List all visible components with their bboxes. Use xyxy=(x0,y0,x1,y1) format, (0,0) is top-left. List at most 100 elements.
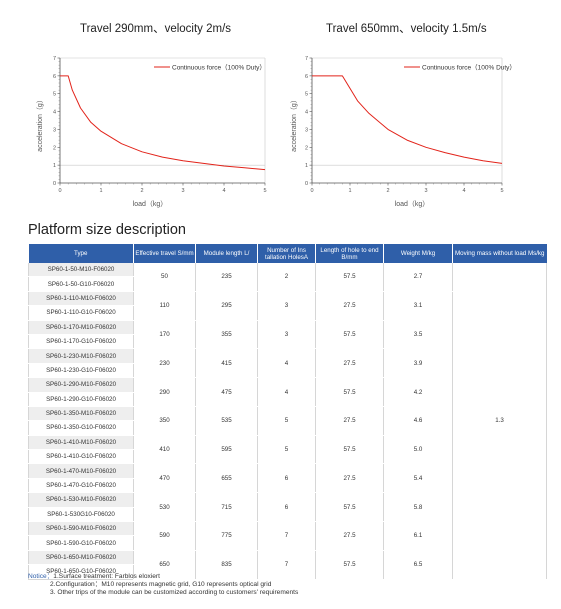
cell-installation-holes: 7 xyxy=(257,550,316,580)
cell-module-length: 355 xyxy=(195,320,258,350)
y-tick-label: 5 xyxy=(53,92,56,98)
cell-weight: 6.1 xyxy=(383,521,453,551)
table-row: SP60-1-470-G10-F06020 xyxy=(28,478,547,494)
column-header-module-length: Module length L/ xyxy=(195,244,258,263)
cell-hole-to-end: 57.5 xyxy=(315,320,384,350)
chart-1-xlabel: load（kg） xyxy=(133,200,168,208)
note-line: Notice：1.Surface treatment: Farblos elox… xyxy=(28,573,298,581)
cell-effective-travel: 650 xyxy=(133,550,196,580)
table-row: SP60-1-170-G10-F06020 xyxy=(28,334,547,350)
chart-2-title: Travel 650mm、velocity 1.5m/s xyxy=(326,23,487,35)
y-tick-label: 4 xyxy=(305,110,308,116)
cell-effective-travel: 410 xyxy=(133,435,196,465)
cell-type: SP60-1-50-G10-F06020 xyxy=(28,276,134,292)
cell-hole-to-end: 27.5 xyxy=(315,291,384,321)
cell-effective-travel: 170 xyxy=(133,320,196,350)
table-row: SP60-1-50-M10-F06020 50 235 2 57.5 2.7 1.3 xyxy=(28,263,547,580)
table-row: SP60-1-110-G10-F06020 xyxy=(28,305,547,321)
cell-module-length: 835 xyxy=(195,550,258,580)
cell-weight: 4.6 xyxy=(383,406,453,436)
x-tick-label: 2 xyxy=(140,188,143,194)
cell-type: SP60-1-590-M10-F06020 xyxy=(28,521,134,537)
cell-installation-holes: 5 xyxy=(257,435,316,465)
y-tick-label: 6 xyxy=(305,74,308,80)
table-row: SP60-1-530G10-F06020 xyxy=(28,507,547,523)
cell-hole-to-end: 57.5 xyxy=(315,263,384,292)
cell-module-length: 295 xyxy=(195,291,258,321)
chart-2-series-line xyxy=(312,75,503,164)
note-text: 1.Surface treatment: Farblos eloxiert xyxy=(53,573,160,580)
x-tick-label: 4 xyxy=(222,188,225,194)
x-tick-label: 4 xyxy=(462,188,465,194)
table-row: SP60-1-230-M10-F06020 230 415 4 27.5 3.9 xyxy=(28,348,547,379)
column-header-type: Type xyxy=(28,244,134,263)
cell-type: SP60-1-350-G10-F06020 xyxy=(28,420,134,436)
y-tick-label: 6 xyxy=(53,74,56,80)
column-header-moving-mass: Moving mass without load Ms/kg xyxy=(452,244,547,263)
y-tick-label: 0 xyxy=(53,181,56,187)
cell-type: SP60-1-530G10-F06020 xyxy=(28,507,134,523)
cell-weight: 5.4 xyxy=(383,463,453,494)
platform-size-table: Type Effective travel S/mm Module length… xyxy=(28,244,547,580)
cell-type: SP60-1-650-G10-F06020 xyxy=(28,564,134,580)
cell-type: SP60-1-470-M10-F06020 xyxy=(28,463,134,479)
cell-hole-to-end: 57.5 xyxy=(315,492,384,523)
table-row: SP60-1-470-M10-F06020 470 655 6 27.5 5.4 xyxy=(28,463,547,494)
table-row: SP60-1-650-G10-F06020 xyxy=(28,564,547,580)
chart-1-title: Travel 290mm、velocity 2m/s xyxy=(80,23,232,35)
y-tick-label: 7 xyxy=(53,56,56,62)
x-tick-label: 5 xyxy=(500,188,503,194)
y-tick-label: 3 xyxy=(305,127,308,133)
section-title: Platform size description xyxy=(28,222,186,238)
cell-effective-travel: 290 xyxy=(133,377,196,407)
cell-hole-to-end: 57.5 xyxy=(315,377,384,407)
cell-weight: 5.0 xyxy=(383,435,453,465)
y-tick-label: 1 xyxy=(53,163,56,169)
notes: Notice：1.Surface treatment: Farblos elox… xyxy=(28,573,298,597)
cell-type: SP60-1-410-G10-F06020 xyxy=(28,449,134,465)
cell-hole-to-end: 57.5 xyxy=(315,550,384,580)
x-tick-label: 3 xyxy=(424,188,427,194)
cell-type: SP60-1-590-G10-F06020 xyxy=(28,535,134,551)
chart-2-ylabel: acceleration（g） xyxy=(290,96,298,152)
cell-module-length: 415 xyxy=(195,348,258,379)
chart-2-xlabel: load（kg） xyxy=(395,200,430,208)
table-row: SP60-1-530-M10-F06020 530 715 6 57.5 5.8 xyxy=(28,492,547,523)
x-tick-label: 1 xyxy=(99,188,102,194)
column-header-installation-holes: Number of Ins tallation HolesA xyxy=(257,244,316,263)
cell-type: SP60-1-50-M10-F06020 xyxy=(28,263,134,278)
cell-weight: 3.1 xyxy=(383,291,453,321)
cell-weight: 3.5 xyxy=(383,320,453,350)
cell-installation-holes: 4 xyxy=(257,348,316,379)
cell-module-length: 235 xyxy=(195,263,258,292)
notes-label: Notice： xyxy=(28,573,54,580)
cell-type: SP60-1-290-G10-F06020 xyxy=(28,392,134,407)
y-tick-label: 1 xyxy=(305,163,308,169)
note-line: 2.Configuration：M10 represents magnetic … xyxy=(50,581,272,588)
cell-hole-to-end: 27.5 xyxy=(315,463,384,494)
table-row: SP60-1-50-G10-F06020 xyxy=(28,276,547,292)
cell-type: SP60-1-470-G10-F06020 xyxy=(28,478,134,494)
y-tick-label: 2 xyxy=(305,145,308,151)
table-row: SP60-1-590-M10-F06020 590 775 7 27.5 6.1 xyxy=(28,521,547,551)
chart-1-legend-label: Continuous force（100% Duty） xyxy=(172,64,266,72)
cell-type: SP60-1-110-G10-F06020 xyxy=(28,305,134,321)
cell-installation-holes: 2 xyxy=(257,263,316,292)
cell-module-length: 655 xyxy=(195,463,258,494)
chart-2-legend: Continuous force（100% Duty） xyxy=(404,64,516,72)
cell-module-length: 715 xyxy=(195,492,258,523)
column-header-effective-travel: Effective travel S/mm xyxy=(133,244,196,263)
cell-type: SP60-1-650-M10-F06020 xyxy=(28,550,134,566)
note-line: 3. Other trips of the module can be cust… xyxy=(50,589,299,596)
cell-moving-mass: 1.3 xyxy=(452,263,547,580)
cell-installation-holes: 7 xyxy=(257,521,316,551)
cell-type: SP60-1-530-M10-F06020 xyxy=(28,492,134,508)
table-row: SP60-1-290-G10-F06020 xyxy=(28,392,547,407)
table-row: SP60-1-170-M10-F06020 170 355 3 57.5 3.5 xyxy=(28,320,547,350)
chart-2-legend-label: Continuous force（100% Duty） xyxy=(422,64,516,72)
y-tick-label: 2 xyxy=(53,145,56,151)
cell-hole-to-end: 57.5 xyxy=(315,435,384,465)
x-tick-label: 1 xyxy=(348,188,351,194)
cell-effective-travel: 50 xyxy=(133,263,196,292)
cell-weight: 4.2 xyxy=(383,377,453,407)
